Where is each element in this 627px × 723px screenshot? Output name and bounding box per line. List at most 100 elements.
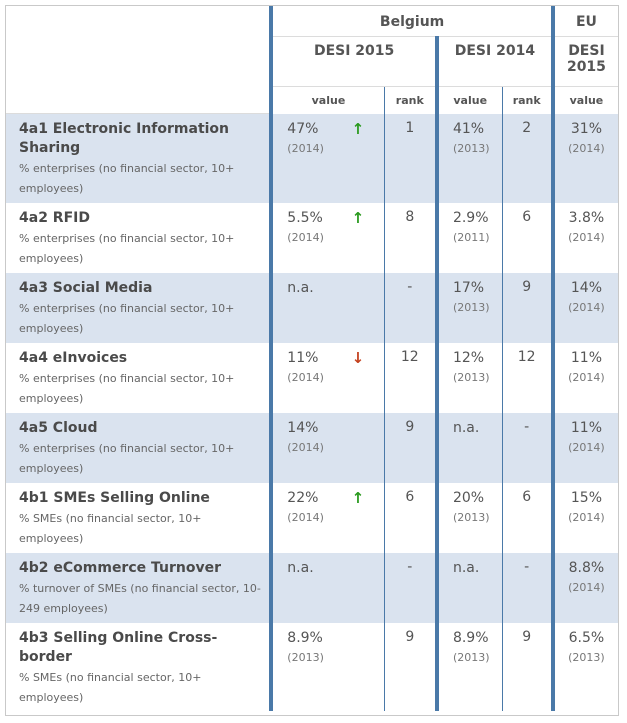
indicator-title: 4b1 SMEs Selling Online [19, 489, 210, 506]
eu-year: (2014) [568, 370, 605, 384]
eu-value: 11% [570, 419, 602, 436]
desi-2015-value-cell: n.a. [269, 552, 333, 623]
desi-2014-rank: - [501, 552, 553, 623]
indicator-description: % enterprises (no financial sector, 10+ … [19, 441, 235, 475]
desi-2014-value: n.a. [452, 419, 480, 436]
desi-2014-year: (2013) [452, 370, 490, 384]
eu-value-cell: 3.8% (2014) [550, 202, 618, 273]
indicator-cell: 4a3 Social Media % enterprises (no finan… [6, 272, 272, 343]
trend-cell [332, 412, 385, 483]
trend-arrow-icon: ↑ [351, 208, 365, 227]
desi-2014-value-cell: 20% (2013) [434, 482, 502, 553]
eu-value: 11% [570, 349, 602, 366]
desi-2014-value-cell: 12% (2013) [434, 342, 502, 413]
indicator-title: 4a3 Social Media [19, 279, 153, 296]
desi-2014-year: (2013) [452, 141, 490, 155]
trend-cell [332, 272, 385, 343]
indicator-cell: 4b2 eCommerce Turnover % turnover of SME… [6, 552, 272, 623]
eu-value: 14% [570, 279, 602, 296]
table-row: 4b1 SMEs Selling Online % SMEs (no finan… [6, 482, 618, 553]
table-row: 4b2 eCommerce Turnover % turnover of SME… [6, 552, 618, 623]
trend-cell: ↑ [332, 203, 384, 273]
desi-2015-year: (2014) [287, 370, 324, 384]
table-row: 4a4 eInvoices % enterprises (no financia… [6, 342, 618, 413]
eu-desi-year: 2015 [566, 59, 606, 75]
desi-indicator-table: Belgium EU DESI 2015 DESI 2014 DESI 2015… [6, 6, 618, 711]
rank-2015-subheader: rank [383, 86, 437, 114]
desi-2015-rank: - [383, 552, 437, 623]
eu-value-cell: 31% (2014) [550, 113, 618, 203]
desi-2014-year: (2011) [452, 230, 490, 244]
desi-2015-value-cell: 8.9% (2013) [269, 622, 333, 711]
indicator-title: 4b3 Selling Online Cross-border [19, 629, 218, 665]
rank-2014-subheader: rank [501, 86, 553, 114]
desi-2015-value: 8.9% [287, 629, 323, 646]
table-row: 4a2 RFID % enterprises (no financial sec… [6, 202, 618, 273]
indicator-title: 4a5 Cloud [19, 419, 98, 436]
desi-2014-rank: 2 [501, 113, 553, 203]
desi-2014-rank: 9 [501, 622, 553, 711]
desi-2014-value: 8.9% [452, 629, 489, 646]
desi-2015-year: (2014) [287, 230, 324, 244]
desi-2014-value-cell: n.a. [434, 552, 502, 623]
eu-desi-label: DESI [568, 43, 605, 59]
indicator-cell: 4a5 Cloud % enterprises (no financial se… [6, 412, 272, 483]
desi-2015-rank: - [383, 272, 437, 343]
eu-desi-2015-header: DESI 2015 [550, 36, 618, 87]
eu-value: 31% [570, 120, 602, 137]
eu-year: (2014) [568, 300, 605, 314]
desi-2014-year: (2013) [452, 300, 490, 314]
eu-value-subheader: value [550, 86, 618, 114]
trend-cell [332, 623, 384, 711]
desi-2014-value-cell: 8.9% (2013) [434, 622, 502, 711]
desi-2014-value: 41% [452, 120, 485, 137]
indicator-cell: 4b1 SMEs Selling Online % SMEs (no finan… [6, 483, 271, 553]
header-blank [6, 6, 272, 114]
indicator-title: 4a4 eInvoices [19, 349, 128, 366]
desi-2014-value: 17% [452, 279, 485, 296]
desi-2014-header: DESI 2014 [434, 36, 553, 87]
indicator-description: % enterprises (no financial sector, 10+ … [19, 162, 235, 195]
trend-cell: ↑ [332, 483, 384, 553]
table-row: 4a3 Social Media % enterprises (no finan… [6, 272, 618, 343]
desi-2015-rank: 8 [383, 202, 437, 273]
desi-2015-rank: 9 [383, 622, 437, 711]
desi-2015-value-cell: 5.5% (2014) [269, 202, 333, 273]
desi-2015-value-cell: 14% (2014) [269, 412, 333, 483]
desi-2014-value-cell: 41% (2013) [434, 113, 502, 203]
desi-2015-rank: 1 [383, 113, 437, 203]
trend-cell: ↑ [332, 113, 385, 203]
desi-2014-rank: 9 [501, 272, 553, 343]
desi-2015-rank: 12 [383, 342, 437, 413]
desi-2014-value-cell: n.a. [434, 412, 502, 483]
trend-arrow-icon: ↑ [351, 119, 365, 138]
desi-2015-value: 22% [287, 489, 319, 506]
desi-2015-header: DESI 2015 [269, 36, 437, 87]
desi-2014-year: (2013) [452, 650, 490, 664]
indicator-description: % enterprises (no financial sector, 10+ … [19, 301, 235, 335]
desi-2014-value-cell: 17% (2013) [434, 272, 502, 343]
table-row: 4b3 Selling Online Cross-border % SMEs (… [6, 622, 618, 711]
eu-value-cell: 6.5% (2013) [550, 622, 618, 711]
desi-2014-value: 20% [452, 489, 485, 506]
desi-2015-value: n.a. [287, 279, 314, 296]
desi-2015-value-cell: 47% (2014) [269, 113, 333, 203]
eu-year: (2013) [568, 650, 605, 664]
desi-2015-value: 14% [287, 419, 319, 436]
desi-2015-rank: 6 [383, 482, 437, 553]
eu-year: (2014) [568, 230, 605, 244]
eu-value: 15% [570, 489, 602, 506]
desi-2014-rank: 6 [501, 202, 553, 273]
eu-value: 6.5% [568, 629, 605, 646]
eu-value-cell: 11% (2014) [550, 412, 618, 483]
eu-value: 3.8% [568, 209, 605, 226]
indicator-description: % turnover of SMEs (no financial sector,… [19, 581, 261, 615]
value-2015-subheader: value [269, 86, 385, 114]
indicator-description: % SMEs (no financial sector, 10+ employe… [19, 511, 202, 545]
desi-2015-value-cell: 11% (2014) [269, 342, 333, 413]
trend-cell [332, 552, 385, 623]
desi-2014-year: (2013) [452, 510, 490, 524]
desi-2014-rank: - [501, 412, 553, 483]
eu-year: (2014) [568, 580, 605, 594]
desi-2015-year: (2014) [287, 440, 324, 454]
